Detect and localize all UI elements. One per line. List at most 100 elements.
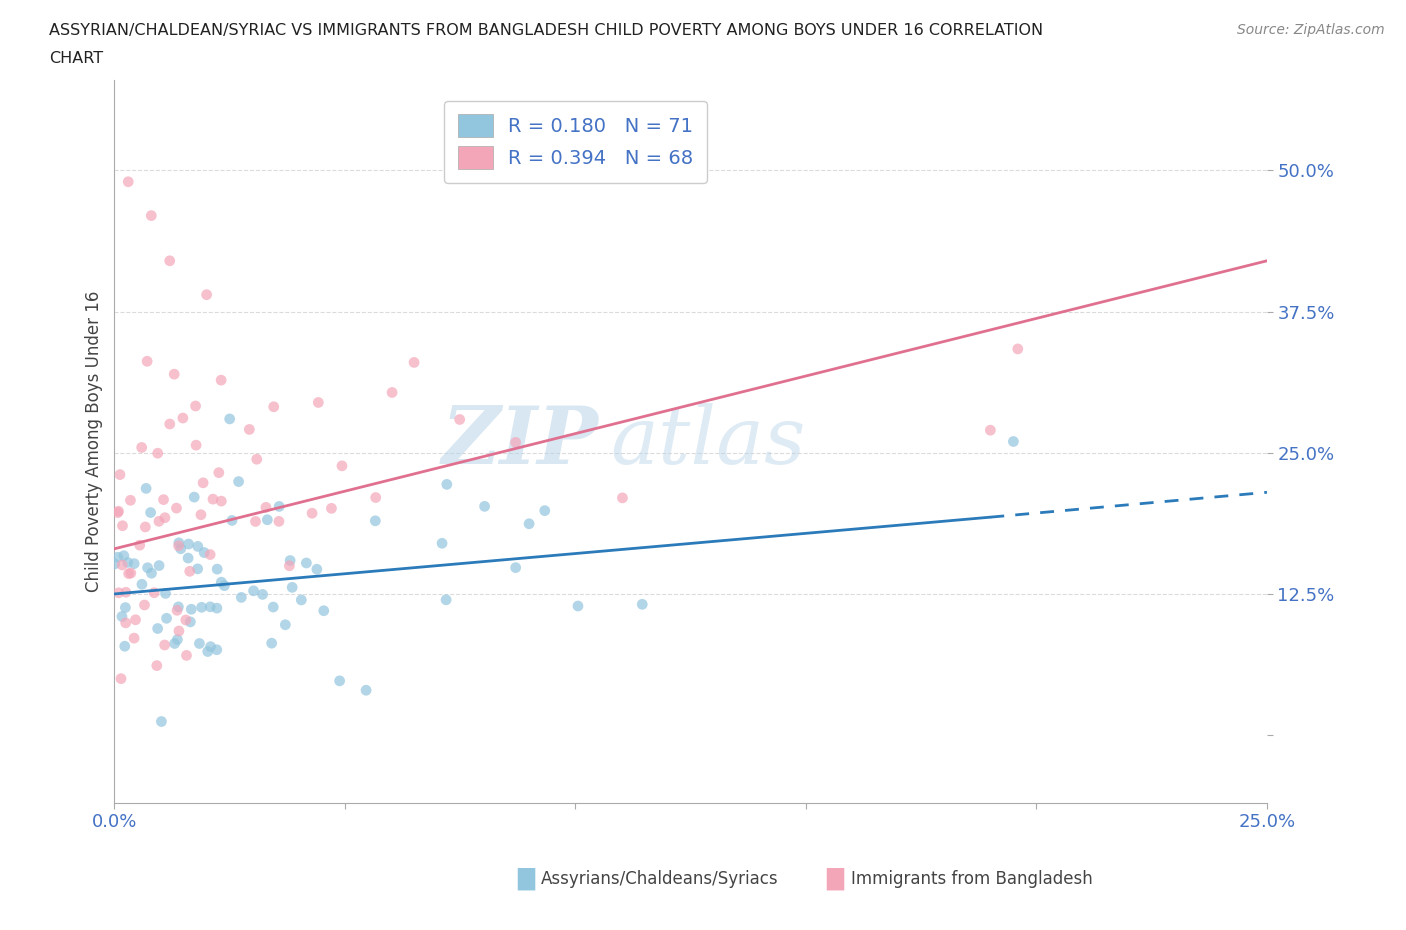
Point — [104, 556, 127, 571]
Point — [152, 492, 174, 507]
Point — [153, 638, 176, 653]
Point — [167, 538, 190, 553]
Point — [517, 516, 540, 531]
Point — [404, 355, 426, 370]
Point — [179, 615, 201, 630]
Point — [269, 499, 291, 514]
Point — [146, 658, 169, 673]
Point — [150, 714, 173, 729]
Point — [167, 623, 190, 638]
Point — [198, 547, 221, 562]
Point — [209, 373, 232, 388]
Point — [979, 423, 1001, 438]
Point — [231, 590, 253, 604]
Point — [218, 411, 240, 426]
Point — [1007, 341, 1029, 356]
Point — [163, 636, 186, 651]
Point — [330, 458, 353, 473]
Point — [148, 558, 170, 573]
Point — [295, 555, 318, 570]
Point — [170, 541, 193, 556]
Point — [256, 512, 278, 527]
Point — [122, 631, 145, 645]
Point — [354, 683, 377, 698]
Point — [131, 440, 153, 455]
Point — [193, 545, 215, 560]
Text: █: █ — [517, 868, 534, 890]
Point — [201, 492, 224, 507]
Point — [214, 578, 236, 593]
Point — [260, 636, 283, 651]
Point — [305, 562, 328, 577]
Point — [200, 599, 222, 614]
Point — [254, 500, 277, 515]
Point — [281, 580, 304, 595]
Point — [183, 490, 205, 505]
Point — [187, 562, 209, 577]
Point — [205, 643, 228, 658]
Point — [208, 465, 231, 480]
Text: Source: ZipAtlas.com: Source: ZipAtlas.com — [1237, 23, 1385, 37]
Point — [146, 445, 169, 460]
Point — [1002, 434, 1025, 449]
Point — [131, 577, 153, 591]
Point — [505, 560, 527, 575]
Point — [274, 618, 297, 632]
Y-axis label: Child Poverty Among Boys Under 16: Child Poverty Among Boys Under 16 — [86, 291, 103, 592]
Point — [107, 550, 129, 565]
Point — [205, 601, 228, 616]
Point — [195, 287, 218, 302]
Point — [111, 518, 134, 533]
Point — [184, 438, 207, 453]
Point — [278, 553, 301, 568]
Point — [141, 208, 163, 223]
Point — [114, 600, 136, 615]
Point — [163, 366, 186, 381]
Point — [246, 452, 269, 467]
Point — [114, 616, 136, 631]
Point — [209, 494, 232, 509]
Point — [184, 399, 207, 414]
Point — [124, 612, 146, 627]
Point — [329, 673, 352, 688]
Point — [117, 555, 139, 570]
Point — [430, 536, 453, 551]
Point — [107, 504, 129, 519]
Point — [107, 585, 129, 600]
Point — [263, 399, 285, 414]
Point — [238, 422, 260, 437]
Text: CHART: CHART — [49, 51, 103, 66]
Point — [242, 583, 264, 598]
Point — [146, 621, 169, 636]
Point — [159, 417, 181, 432]
Point — [176, 648, 198, 663]
Point — [110, 671, 132, 686]
Point — [252, 587, 274, 602]
Point — [117, 174, 139, 189]
Point — [205, 562, 228, 577]
Point — [190, 600, 212, 615]
Point — [120, 565, 142, 580]
Point — [533, 503, 555, 518]
Text: Immigrants from Bangladesh: Immigrants from Bangladesh — [851, 870, 1092, 888]
Point — [278, 558, 301, 573]
Point — [177, 537, 200, 551]
Point — [111, 609, 134, 624]
Point — [179, 564, 201, 578]
Point — [114, 639, 136, 654]
Point — [115, 585, 138, 600]
Text: ZIP: ZIP — [441, 403, 599, 480]
Point — [312, 604, 335, 618]
Point — [172, 410, 194, 425]
Point — [364, 490, 387, 505]
Point — [567, 599, 589, 614]
Point — [307, 395, 329, 410]
Point — [245, 514, 267, 529]
Text: ASSYRIAN/CHALDEAN/SYRIAC VS IMMIGRANTS FROM BANGLADESH CHILD POVERTY AMONG BOYS : ASSYRIAN/CHALDEAN/SYRIAC VS IMMIGRANTS F… — [49, 23, 1043, 38]
Point — [290, 592, 312, 607]
Legend: R = 0.180   N = 71, R = 0.394   N = 68: R = 0.180 N = 71, R = 0.394 N = 68 — [444, 100, 707, 182]
Point — [167, 600, 190, 615]
Point — [267, 514, 290, 529]
Point — [505, 435, 527, 450]
Point — [174, 613, 197, 628]
